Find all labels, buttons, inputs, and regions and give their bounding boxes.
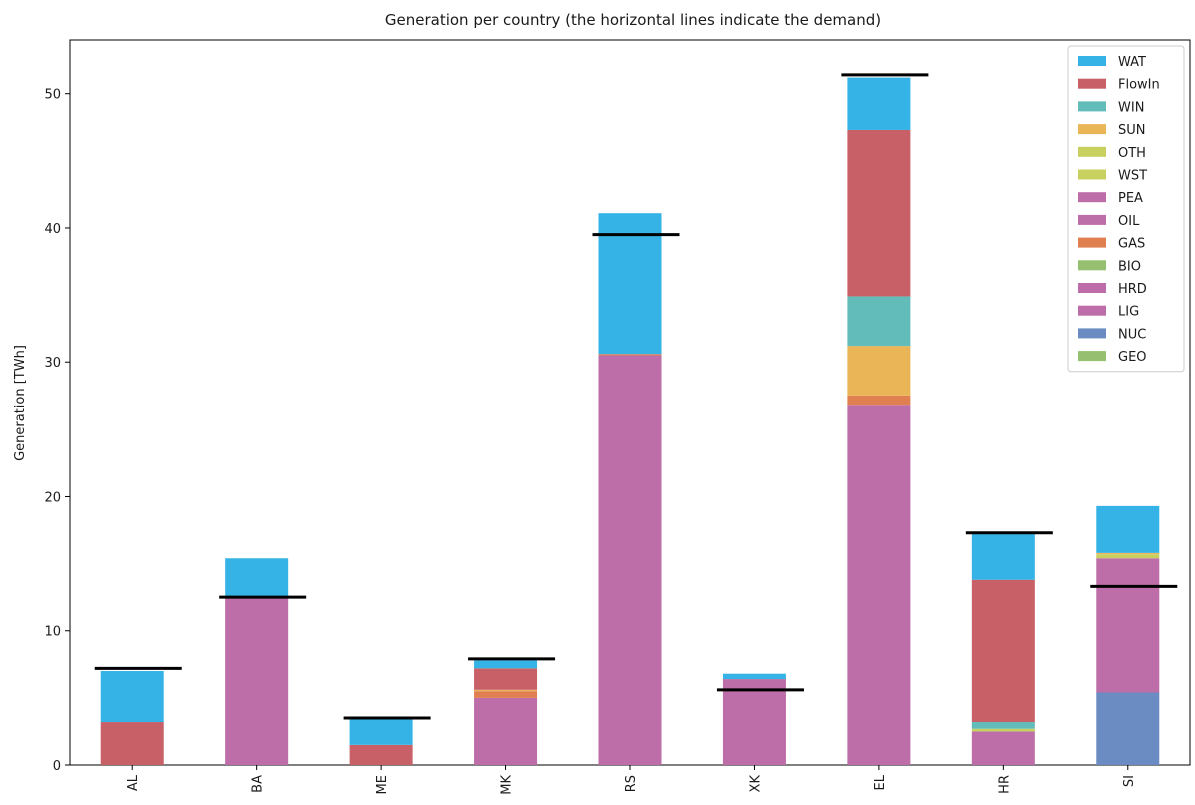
bar-EL-GAS <box>847 395 911 406</box>
y-tick-label-20: 20 <box>44 490 61 505</box>
x-tick-label-RS: RS <box>624 775 639 792</box>
legend-swatch-GEO <box>1078 351 1106 362</box>
legend-swatch-LIG <box>1078 305 1106 316</box>
demand-lines-group <box>94 73 1178 720</box>
y-tick-label-50: 50 <box>44 88 61 103</box>
bar-ME-WAT <box>349 718 413 745</box>
legend-label-OTH: OTH <box>1118 146 1146 161</box>
legend-label-WAT: WAT <box>1118 55 1146 70</box>
legend-swatch-FlowIn <box>1078 78 1106 89</box>
x-tick-label-SI: SI <box>1122 775 1137 787</box>
bar-SI-SUN <box>1096 552 1160 555</box>
legend-label-OIL: OIL <box>1118 214 1140 229</box>
x-tick-label-MK: MK <box>500 775 515 795</box>
bar-EL-SUN <box>847 346 911 396</box>
y-axis-label: Generation [TWh] <box>13 345 28 461</box>
legend-label-SUN: SUN <box>1118 123 1146 138</box>
legend-swatch-WIN <box>1078 101 1106 112</box>
bar-ME-FlowIn <box>349 744 413 765</box>
x-tick-label-AL: AL <box>126 774 141 791</box>
legend-swatch-HRD <box>1078 283 1106 293</box>
bar-HR-WAT <box>971 534 1035 580</box>
bar-SI-NUC <box>1096 692 1160 765</box>
legend-swatch-NUC <box>1078 328 1106 339</box>
bar-BA-WAT <box>225 558 289 599</box>
bar-MK-GAS <box>474 691 538 698</box>
legend-label-WST: WST <box>1118 169 1147 184</box>
x-tick-label-ME: ME <box>375 775 390 794</box>
bar-RS-GAS <box>598 354 662 356</box>
legend-label-HRD: HRD <box>1118 282 1147 297</box>
legend-label-LIG: LIG <box>1118 305 1139 320</box>
bar-MK-WAT <box>474 660 538 669</box>
legend-swatch-OTH <box>1078 146 1106 157</box>
legend-swatch-OIL <box>1078 214 1106 225</box>
legend-label-FlowIn: FlowIn <box>1118 78 1160 93</box>
bar-MK-LIG <box>474 697 538 765</box>
legend-label-WIN: WIN <box>1118 100 1144 115</box>
bar-BA-LIG <box>225 598 289 765</box>
bar-RS-WAT <box>598 213 662 355</box>
legend-label-PEA: PEA <box>1118 191 1143 206</box>
bar-HR-OTH <box>971 728 1035 732</box>
legend-label-BIO: BIO <box>1118 259 1141 274</box>
legend-swatch-WAT <box>1078 56 1106 66</box>
bar-EL-WIN <box>847 296 911 347</box>
y-axis: 0 10 20 30 40 50 <box>44 88 70 774</box>
x-axis: AL BA ME MK RS XK EL HR SI <box>126 765 1137 795</box>
legend-swatch-SUN <box>1078 124 1106 135</box>
x-tick-label-XK: XK <box>748 775 763 793</box>
y-tick-label-10: 10 <box>44 625 61 640</box>
bar-MK-SUN <box>474 689 538 692</box>
bar-RS-LIG <box>598 355 662 765</box>
bar-EL-WAT <box>847 77 911 130</box>
x-tick-label-HR: HR <box>997 775 1012 794</box>
legend-label-GEO: GEO <box>1118 350 1147 365</box>
bar-XK-WAT <box>722 673 786 680</box>
chart-title: Generation per country (the horizontal l… <box>385 11 881 29</box>
legend-swatch-BIO <box>1078 260 1106 271</box>
legend-swatch-GAS <box>1078 237 1106 248</box>
bar-SI-OTH <box>1096 554 1160 559</box>
bar-AL-WAT <box>100 671 164 723</box>
legend: WAT FlowIn WIN SUN OTH WST PEA OIL GAS BIO HRD LIG N… <box>1067 45 1185 373</box>
bar-XK-LIG <box>722 679 786 765</box>
legend-box <box>1067 45 1185 373</box>
legend-label-NUC: NUC <box>1118 327 1146 342</box>
bar-SI-LIG <box>1096 558 1160 693</box>
y-tick-label-0: 0 <box>53 759 61 774</box>
bar-EL-FlowIn <box>847 129 911 297</box>
legend-label-GAS: GAS <box>1118 237 1145 252</box>
x-tick-label-EL: EL <box>873 774 888 790</box>
bar-HR-WIN <box>971 722 1035 729</box>
bar-AL-FlowIn <box>100 722 164 765</box>
bars-group <box>100 77 1160 765</box>
bar-HR-FlowIn <box>971 579 1035 723</box>
bar-EL-LIG <box>847 405 911 765</box>
legend-swatch-PEA <box>1078 192 1106 203</box>
legend-swatch-WST <box>1078 169 1106 180</box>
y-tick-label-40: 40 <box>44 222 61 237</box>
x-tick-label-BA: BA <box>251 775 266 793</box>
bar-MK-FlowIn <box>474 668 538 690</box>
bar-SI-WAT <box>1096 505 1160 553</box>
bar-HR-LIG <box>971 731 1035 765</box>
y-tick-label-30: 30 <box>44 356 61 371</box>
